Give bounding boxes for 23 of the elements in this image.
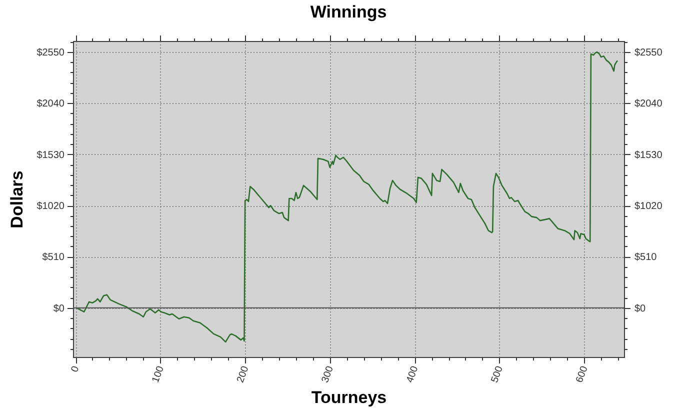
y2-tick-label: $0	[634, 303, 646, 314]
y-tick-label: $510	[42, 252, 65, 264]
x-tick-label: 100	[150, 364, 167, 384]
line-series	[76, 51, 618, 343]
chart-title: Winnings	[310, 2, 387, 22]
x-axis-title: Tourneys	[311, 388, 387, 407]
y-axis-title: Dollars	[8, 170, 27, 228]
x-tick-label: 600	[574, 364, 590, 384]
y2-tick-label: $1020	[634, 201, 663, 212]
y-tick-label: $0	[53, 303, 65, 314]
y2-tick-label: $2550	[634, 48, 663, 59]
x-tick-label: 400	[404, 364, 421, 384]
y-tick-label: $1530	[36, 150, 65, 161]
x-tick-label: 300	[320, 364, 336, 384]
y-tick-label: $2550	[36, 48, 65, 59]
y2-tick-label: $1530	[634, 150, 663, 161]
x-tick-label: 200	[235, 364, 252, 384]
x-tick-label: 0	[69, 364, 82, 374]
y2-tick-label: $510	[634, 252, 658, 264]
x-tick-label: 500	[489, 364, 506, 384]
y-tick-label: $2040	[36, 98, 65, 110]
y2-tick-label: $2040	[634, 98, 663, 110]
y-tick-label: $1020	[36, 201, 65, 212]
